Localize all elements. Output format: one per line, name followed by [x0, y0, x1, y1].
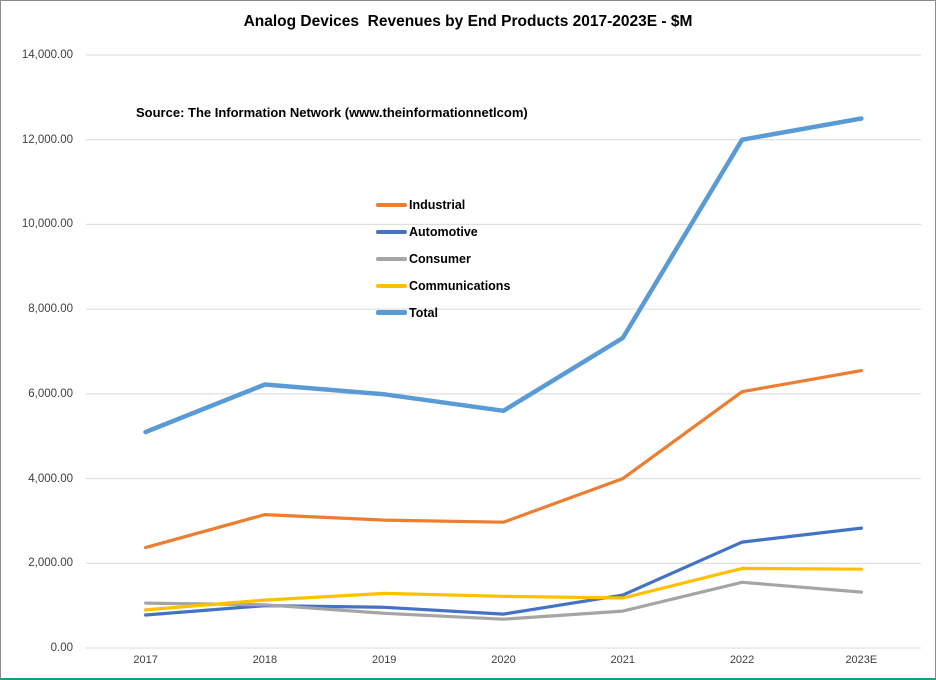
x-tick-label: 2019 [371, 654, 397, 666]
legend-item-communications: Communications [376, 272, 510, 299]
x-tick-label: 2018 [252, 654, 278, 666]
chart-title: Analog Devices Revenues by End Products … [243, 13, 693, 30]
legend-swatch-industrial [376, 202, 407, 207]
y-tick-label: 2,000.00 [28, 557, 73, 570]
legend-swatch-total [376, 310, 407, 315]
y-tick-label: 14,000.00 [21, 49, 73, 61]
legend-label: Automotive [409, 224, 478, 239]
series-line-total [143, 116, 864, 435]
y-tick-label: 4,000.00 [28, 472, 73, 485]
x-tick-label: 2017 [133, 654, 158, 666]
legend-swatch-automotive [376, 229, 407, 234]
legend-item-automotive: Automotive [376, 218, 510, 245]
legend-item-consumer: Consumer [376, 245, 510, 272]
source-note: Source: The Information Network (www.the… [136, 105, 528, 120]
legend-label: Communications [409, 278, 511, 293]
legend-swatch-consumer [376, 256, 407, 261]
y-tick-label: 6,000.00 [28, 387, 73, 400]
x-tick-label: 2021 [610, 654, 636, 666]
y-tick-label: 8,000.00 [28, 303, 73, 316]
y-tick-label: 12,000.00 [21, 133, 73, 146]
legend-swatch-communications [376, 283, 407, 288]
legend-item-industrial: Industrial [376, 191, 510, 218]
chart-legend: Industrial Automotive Consumer Communicatio… [376, 191, 510, 326]
x-tick-label: 2022 [729, 654, 755, 666]
legend-item-total: Total [376, 299, 510, 326]
series-line-communications [144, 566, 864, 612]
series-line-industrial [144, 369, 864, 550]
y-tick-label: 10,000.00 [21, 218, 73, 231]
legend-label: Consumer [409, 251, 471, 266]
legend-label: Total [409, 305, 438, 320]
series-line-consumer [144, 580, 864, 621]
x-tick-label: 2023E [845, 654, 878, 666]
x-tick-label: 2020 [491, 654, 516, 666]
legend-label: Industrial [409, 197, 466, 212]
y-tick-label: 0.00 [50, 642, 73, 654]
